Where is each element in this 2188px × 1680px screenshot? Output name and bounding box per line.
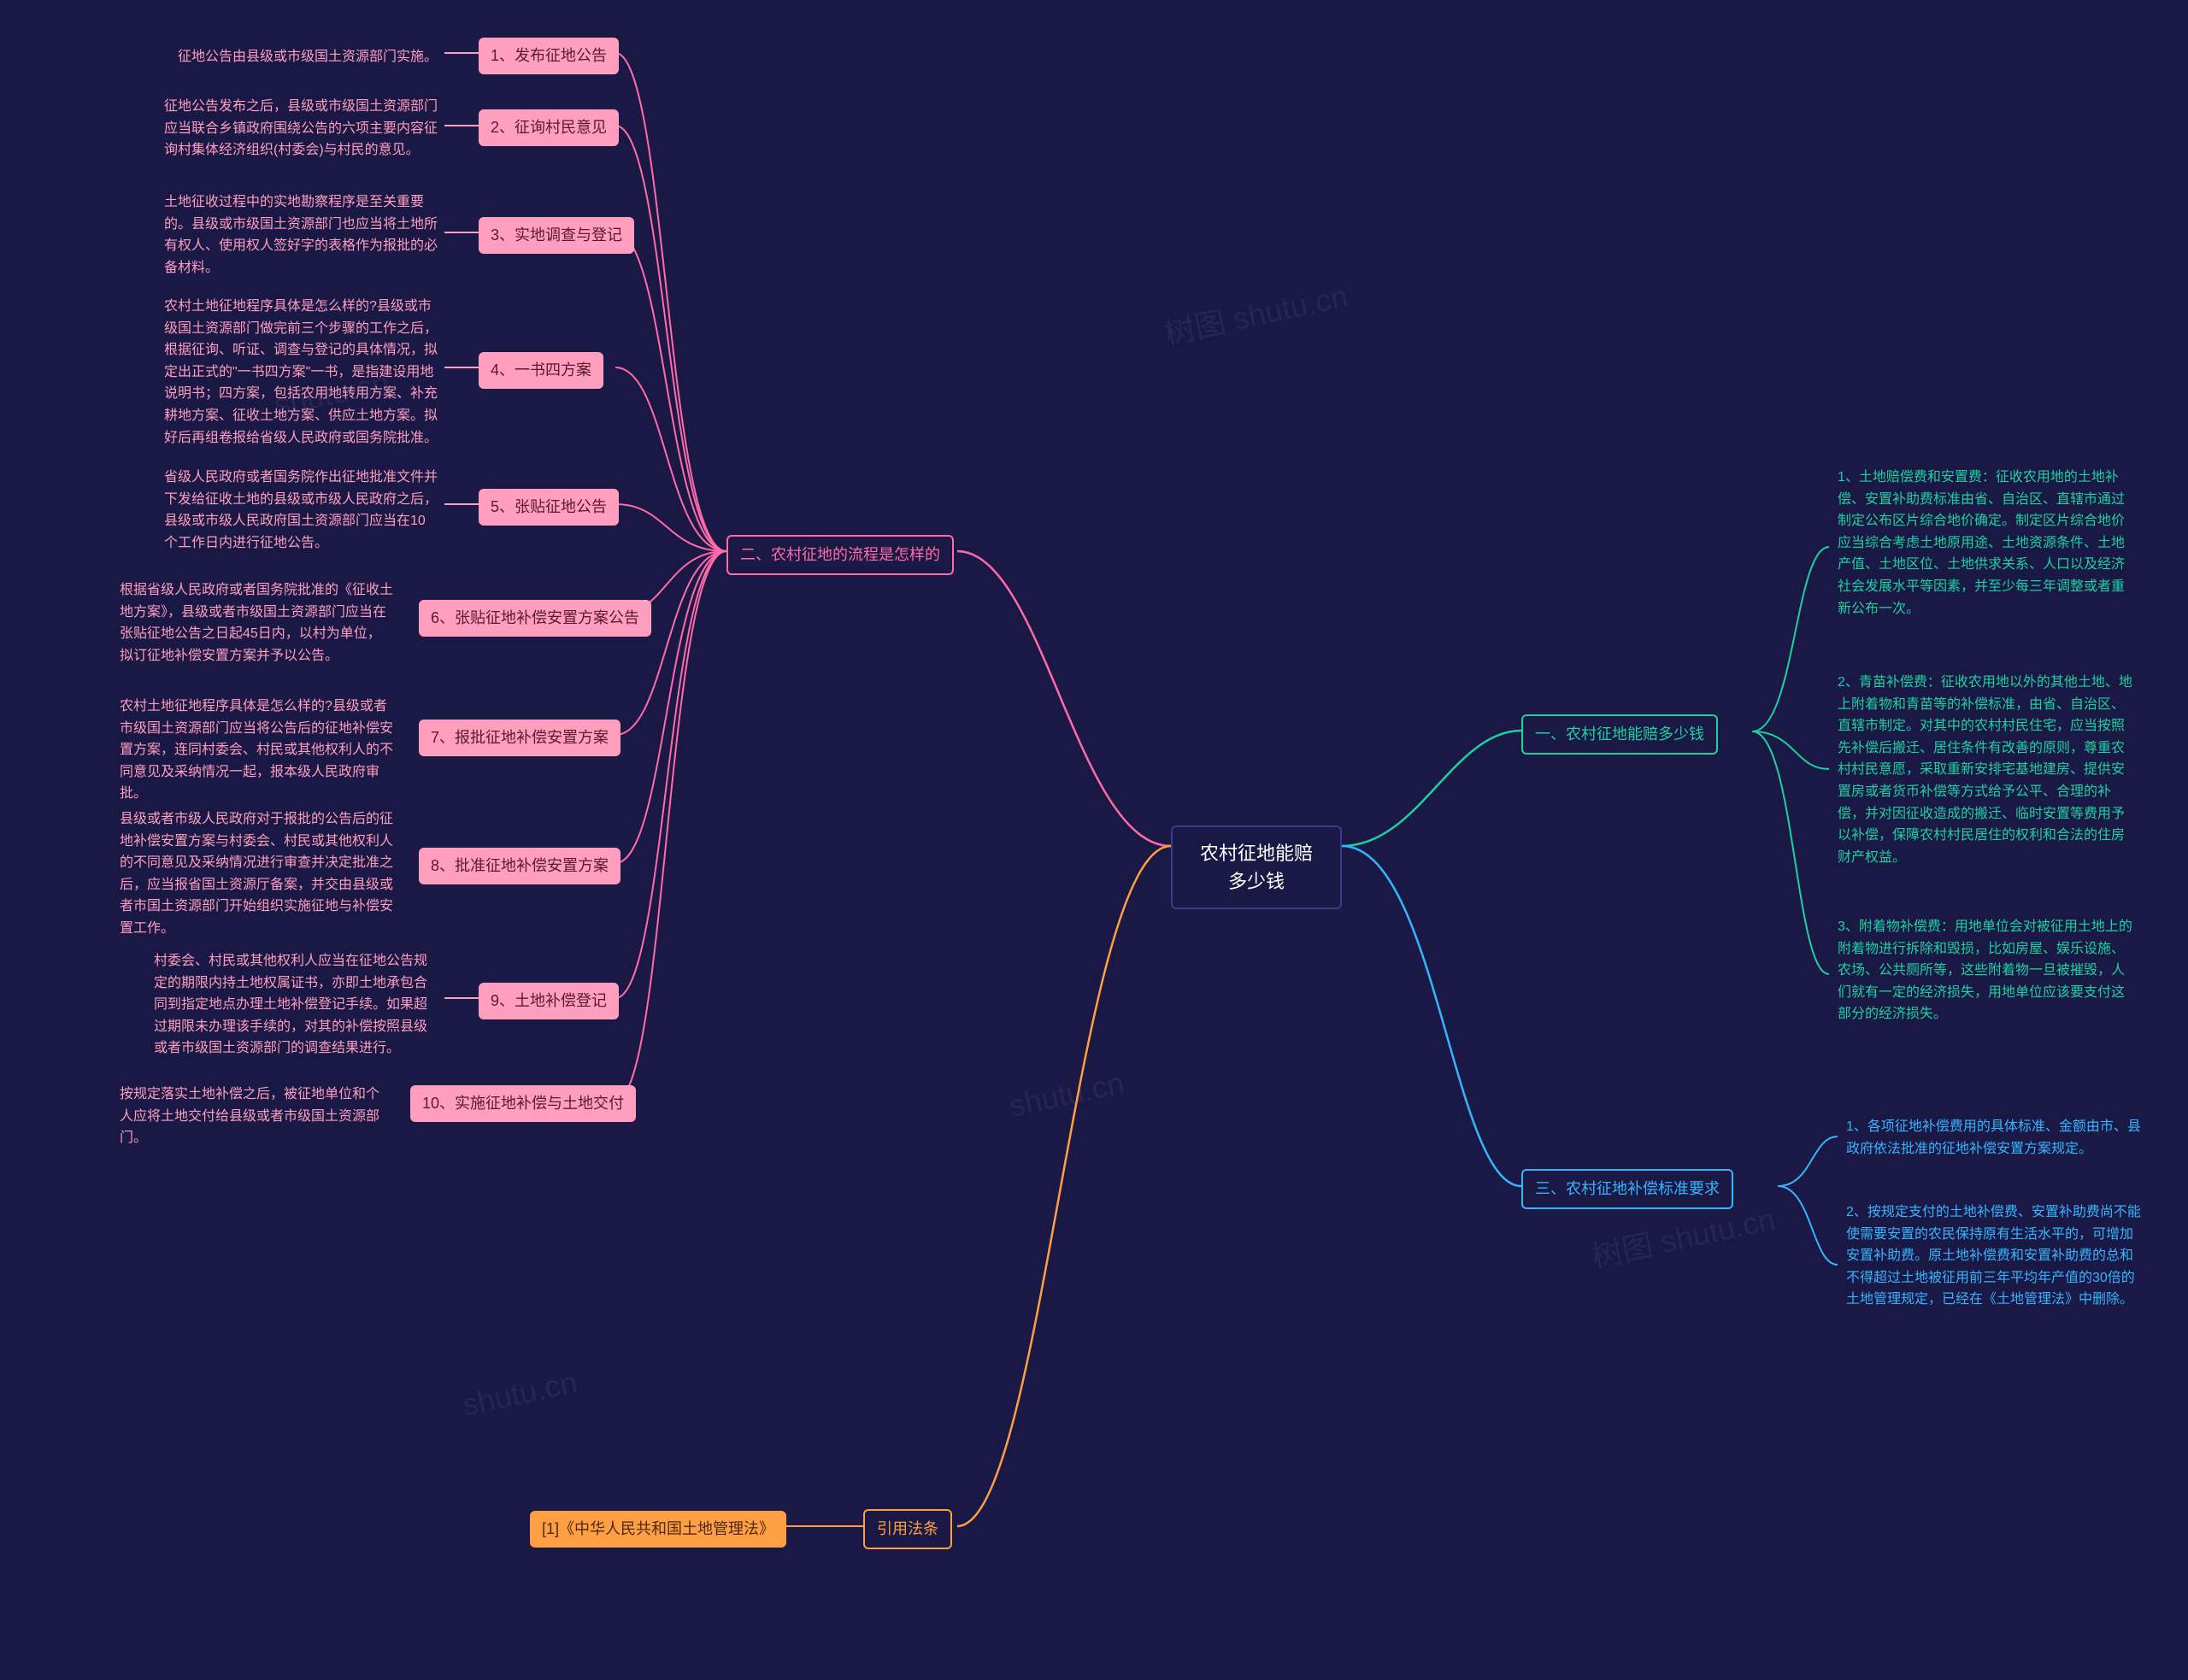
step-10-detail: 按规定落实土地补偿之后，被征地单位和个人应将土地交付给县级或者市级国土资源部门。	[111, 1078, 393, 1154]
step-2[interactable]: 2、征询村民意见	[479, 109, 619, 146]
watermark: shutu.cn	[459, 1364, 580, 1423]
step-9[interactable]: 9、土地补偿登记	[479, 983, 619, 1019]
step-4-detail: 农村土地征地程序具体是怎么样的?县级或市级国土资源部门做完前三个步骤的工作之后，…	[156, 291, 446, 454]
watermark: shutu.cn	[1006, 1065, 1127, 1124]
section1-item-3: 3、附着物补偿费：用地单位会对被征用土地上的附着物进行拆除和毁损，比如房屋、娱乐…	[1829, 911, 2145, 1031]
step-8-detail: 县级或者市级人民政府对于报批的公告后的征地补偿安置方案与村委会、村民或其他权利人…	[111, 803, 402, 945]
step-6-detail: 根据省级人民政府或者国务院批准的《征收土地方案》，县级或者市级国土资源部门应当在…	[111, 574, 402, 672]
step-7[interactable]: 7、报批征地补偿安置方案	[419, 720, 621, 756]
section1-item-2: 2、青苗补偿费：征收农用地以外的其他土地、地上附着物和青苗等的补偿标准，由省、自…	[1829, 667, 2145, 873]
section2-title[interactable]: 二、农村征地的流程是怎样的	[726, 535, 954, 575]
step-5[interactable]: 5、张贴征地公告	[479, 489, 619, 526]
section3-item-1: 1、各项征地补偿费用的具体标准、金额由市、县政府依法批准的征地补偿安置方案规定。	[1838, 1111, 2154, 1165]
step-3[interactable]: 3、实地调查与登记	[479, 217, 634, 254]
step-4[interactable]: 4、一书四方案	[479, 352, 603, 389]
section3-title[interactable]: 三、农村征地补偿标准要求	[1521, 1169, 1733, 1209]
step-10[interactable]: 10、实施征地补偿与土地交付	[410, 1085, 636, 1122]
section1-title[interactable]: 一、农村征地能赔多少钱	[1521, 714, 1718, 755]
step-1-detail: 征地公告由县级或市级国土资源部门实施。	[156, 41, 446, 73]
step-2-detail: 征地公告发布之后，县级或市级国土资源部门应当联合乡镇政府围绕公告的六项主要内容征…	[156, 91, 446, 167]
step-9-detail: 村委会、村民或其他权利人应当在征地公告规定的期限内持土地权属证书，亦即土地承包合…	[145, 945, 436, 1065]
step-8[interactable]: 8、批准征地补偿安置方案	[419, 848, 621, 884]
root-node[interactable]: 农村征地能赔多少钱	[1171, 825, 1342, 909]
step-5-detail: 省级人民政府或者国务院作出征地批准文件并下发给征收土地的县级或市级人民政府之后，…	[156, 461, 446, 559]
section1-item-1: 1、土地赔偿费和安置费：征收农用地的土地补偿、安置补助费标准由省、自治区、直辖市…	[1829, 461, 2145, 625]
step-1[interactable]: 1、发布征地公告	[479, 38, 619, 74]
watermark: 树图 shutu.cn	[1160, 272, 1351, 354]
section4-item-1[interactable]: [1]《中华人民共和国土地管理法》	[530, 1511, 786, 1548]
step-3-detail: 土地征收过程中的实地勘察程序是至关重要的。县级或市级国土资源部门也应当将土地所有…	[156, 186, 446, 284]
section3-item-2: 2、按规定支付的土地补偿费、安置补助费尚不能使需要安置的农民保持原有生活水平的，…	[1838, 1196, 2154, 1316]
section4-title[interactable]: 引用法条	[863, 1509, 952, 1549]
step-7-detail: 农村土地征地程序具体是怎么样的?县级或者市级国土资源部门应当将公告后的征地补偿安…	[111, 690, 402, 810]
step-6[interactable]: 6、张贴征地补偿安置方案公告	[419, 600, 651, 637]
